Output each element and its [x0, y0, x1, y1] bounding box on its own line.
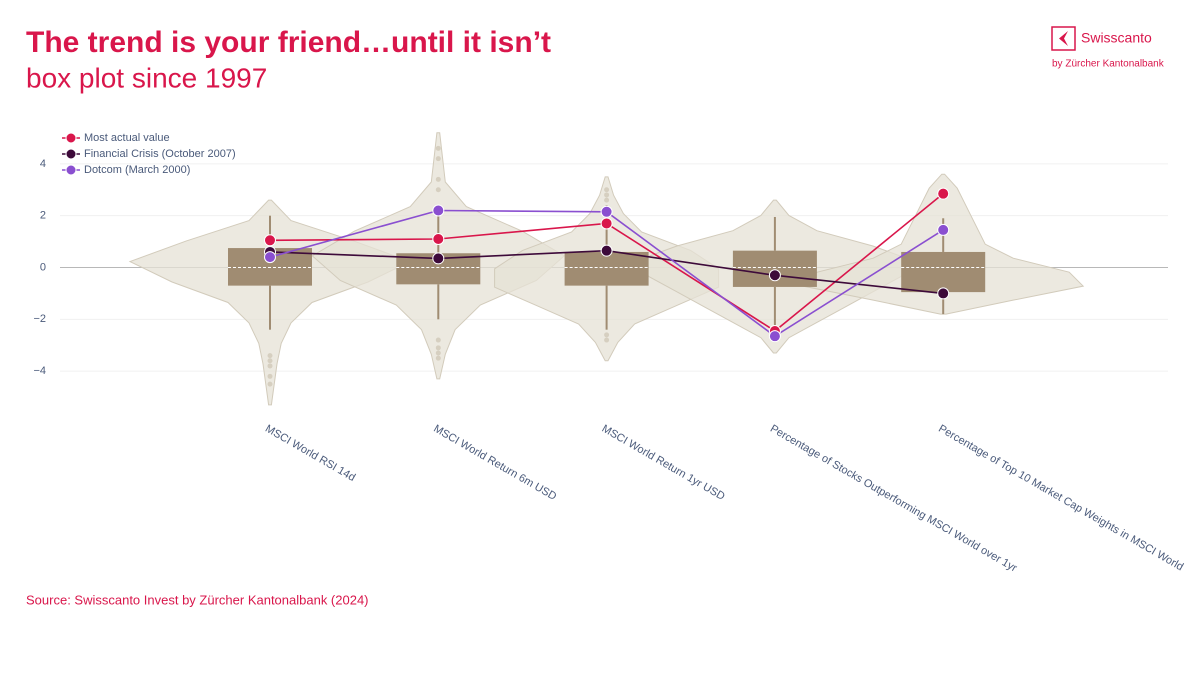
legend-label: Most actual value [84, 132, 170, 144]
series-point [937, 187, 950, 200]
box [732, 250, 817, 287]
outlier [267, 363, 273, 369]
outlier [435, 337, 441, 343]
x-tick-group: MSCI World RSI 14d [263, 423, 357, 484]
outlier [604, 197, 610, 203]
legend-marker [65, 164, 77, 176]
box [901, 251, 986, 293]
x-tick-group: MSCI World Return 1yr USD [600, 423, 727, 503]
y-tick-label: 0 [40, 261, 46, 273]
outlier [435, 355, 441, 361]
brand-name: Swisscanto [1081, 30, 1152, 46]
series-point [768, 269, 781, 282]
logo-box [1051, 26, 1076, 51]
chart-subtitle: box plot since 1997 [26, 62, 267, 93]
brand-tagline: by Zürcher Kantonalbank [1052, 59, 1165, 70]
outlier [604, 187, 610, 193]
series-point [432, 204, 445, 217]
y-tick-label: 4 [40, 158, 46, 170]
series-point [937, 223, 950, 236]
legend-marker [65, 148, 77, 160]
legend-label: Financial Crisis (October 2007) [84, 148, 236, 160]
chart-title: The trend is your friend…until it isn’t [26, 26, 551, 59]
outlier [435, 350, 441, 356]
x-tick-label: MSCI World Return 6m USD [431, 423, 558, 503]
y-tick-label: −2 [33, 313, 46, 325]
outlier [435, 156, 441, 162]
outlier [435, 176, 441, 182]
legend-label: Dotcom (March 2000) [84, 164, 190, 176]
x-tick-label: MSCI World RSI 14d [263, 423, 357, 484]
outlier [267, 373, 273, 379]
series-point [600, 205, 613, 218]
logo-mark [1059, 31, 1068, 46]
outlier [267, 381, 273, 387]
series-point [937, 287, 950, 300]
series-point [600, 244, 613, 257]
x-tick-group: MSCI World Return 6m USD [431, 423, 558, 503]
outlier [604, 192, 610, 198]
outlier [435, 345, 441, 351]
series-point [432, 233, 445, 245]
series-point [264, 251, 276, 264]
series-point [600, 217, 613, 230]
series-point [768, 330, 781, 343]
box [564, 251, 649, 286]
legend-marker [65, 132, 77, 144]
logo: Swisscanto by Zürcher Kantonalbank [1051, 26, 1165, 70]
outlier [435, 187, 441, 193]
y-tick-label: −4 [33, 365, 46, 377]
outlier [267, 358, 273, 364]
series-point [264, 234, 276, 247]
outlier [435, 145, 441, 151]
y-tick-label: 2 [40, 210, 46, 222]
x-tick-label: MSCI World Return 1yr USD [600, 423, 727, 503]
series-point [432, 252, 445, 265]
source: Source: Swisscanto Invest by Zürcher Kan… [26, 592, 369, 607]
outlier [604, 337, 610, 343]
outlier [604, 332, 610, 338]
outlier [267, 353, 273, 359]
